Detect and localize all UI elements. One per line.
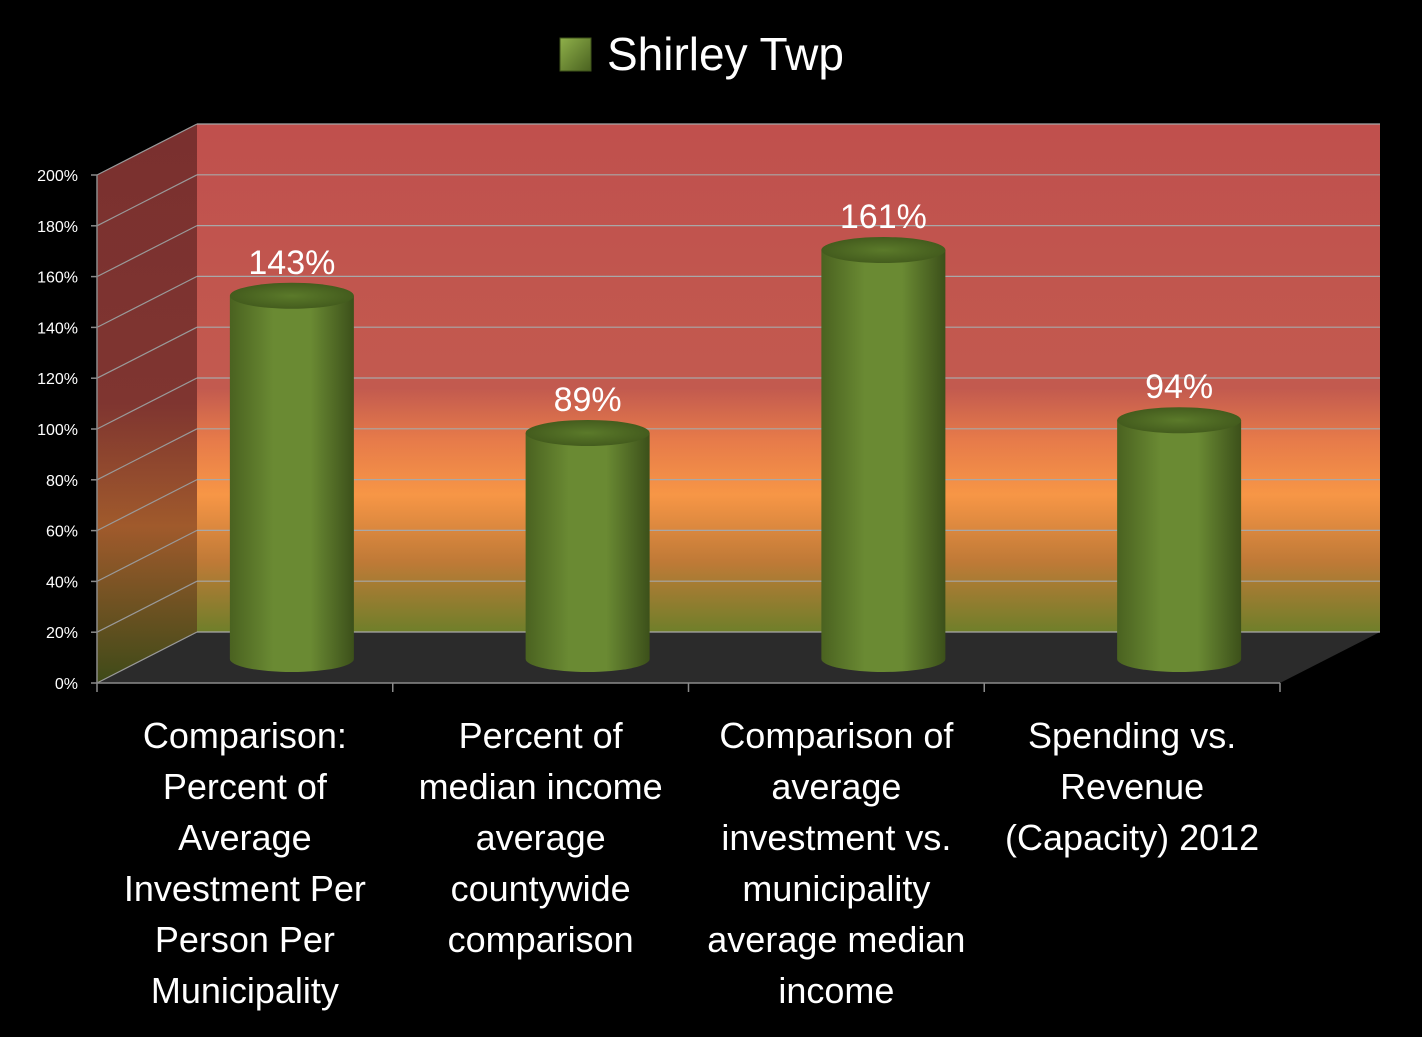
y-tick-label: 140% [37, 320, 78, 337]
gridline-side [96, 326, 198, 379]
bar [525, 419, 650, 673]
y-tick-label: 100% [37, 422, 78, 439]
x-tick-labels: Comparison: Percent of Average Investment P… [124, 715, 1259, 1011]
gridline-side [96, 225, 198, 278]
legend-swatch [559, 37, 592, 72]
y-axis: 0% 20% 40% 60% 80% 100% 120% 140% 160% 180% 200% [37, 168, 1281, 693]
bar [821, 237, 946, 672]
bar-top [525, 419, 650, 446]
bar-body [821, 250, 946, 672]
data-label: 89% [554, 381, 622, 419]
gridline-side [96, 529, 198, 582]
bar-top [1117, 407, 1242, 434]
legend-label: Shirley Twp [607, 28, 844, 80]
gridline-side [96, 631, 198, 684]
chart-floor [97, 632, 1380, 683]
data-label: 94% [1145, 368, 1213, 406]
y-tick-label: 160% [37, 270, 78, 287]
gridline-side [96, 377, 198, 430]
bar [229, 282, 354, 673]
legend: Shirley Twp [559, 28, 844, 80]
y-tick-label: 60% [46, 524, 78, 541]
bar [1117, 407, 1242, 673]
y-tick-label: 180% [37, 219, 78, 236]
bar-top [821, 237, 946, 264]
bars [229, 237, 1242, 673]
bar-body [1117, 420, 1242, 673]
y-tick-label: 0% [55, 676, 78, 693]
data-label: 143% [248, 244, 335, 282]
y-tick-label: 40% [46, 574, 78, 591]
y-tick-label: 120% [37, 371, 78, 388]
bar-body [229, 295, 354, 673]
y-tick-label: 80% [46, 473, 78, 490]
gridline-side [96, 174, 198, 227]
x-tick-label: Comparison: Percent of Average Investment P… [124, 715, 366, 1011]
y-tick-label: 200% [37, 168, 78, 185]
gridline-side [96, 580, 198, 633]
bar-top [229, 282, 354, 309]
data-labels: 143% 89% 161% 94% [248, 198, 1213, 419]
bar-body [525, 432, 650, 673]
gridline-side [96, 123, 198, 176]
gridline-side [96, 428, 198, 481]
gridline-side [96, 479, 198, 532]
x-tick-label: Spending vs. Revenue (Capacity) 2012 [1005, 715, 1259, 858]
y-tick-label: 20% [46, 625, 78, 642]
data-label: 161% [840, 198, 927, 236]
x-tick-label: Comparison of average investment vs. munici… [707, 715, 965, 1011]
x-tick-label: Percent of median income average countywide… [419, 715, 663, 960]
gridline-side [96, 275, 198, 328]
